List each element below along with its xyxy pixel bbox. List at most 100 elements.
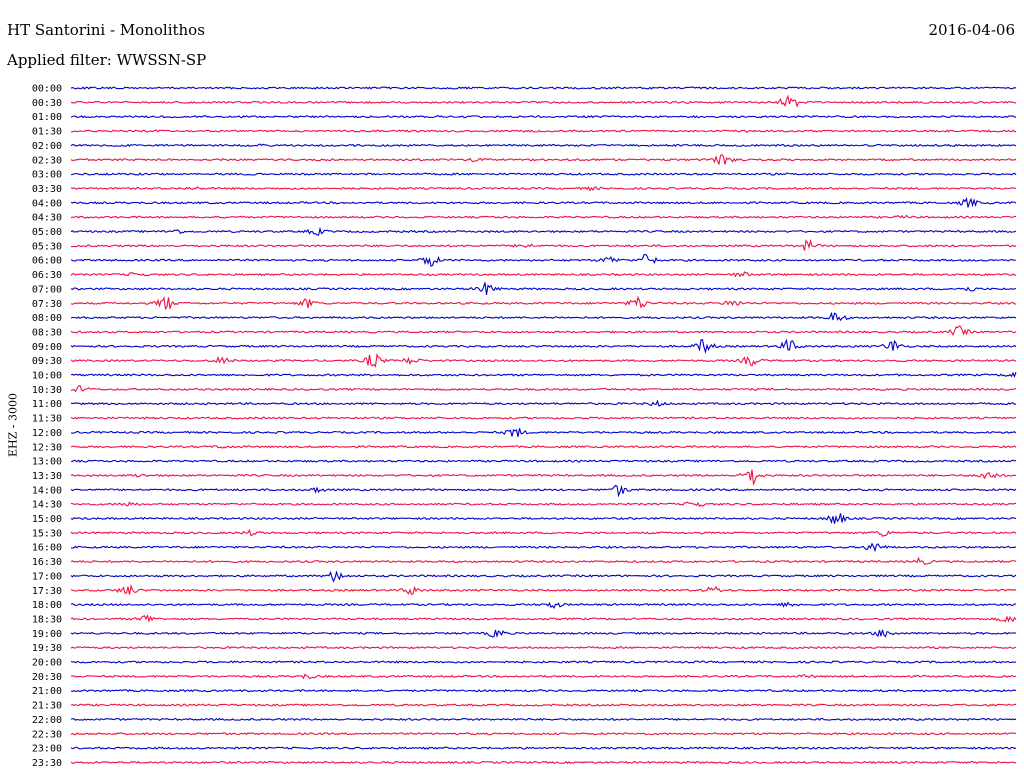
trace-line [70, 760, 1017, 765]
time-label: 00:30 [32, 98, 62, 109]
trace-line [70, 94, 1017, 108]
trace-line [70, 282, 1017, 295]
time-label: 21:30 [32, 701, 62, 712]
time-label: 20:30 [32, 672, 62, 683]
time-label: 18:30 [32, 614, 62, 625]
time-label: 03:00 [32, 170, 62, 181]
time-label: 09:30 [32, 356, 62, 367]
trace-line [70, 352, 1017, 368]
trace-line [70, 115, 1017, 119]
trace-line [70, 501, 1017, 507]
time-label: 15:30 [32, 528, 62, 539]
time-label: 01:00 [32, 112, 62, 123]
time-label: 16:30 [32, 557, 62, 568]
time-label: 14:30 [32, 500, 62, 511]
time-label: 16:00 [32, 543, 62, 554]
time-label: 07:30 [32, 299, 62, 310]
trace-line [70, 703, 1017, 707]
trace-line [70, 528, 1017, 538]
time-label: 05:00 [32, 227, 62, 238]
trace-line [70, 311, 1017, 322]
time-label: 20:00 [32, 658, 62, 669]
time-label: 12:30 [32, 442, 62, 453]
trace-line [70, 584, 1017, 595]
time-label: 10:00 [32, 371, 62, 382]
time-label: 05:30 [32, 241, 62, 252]
time-label: 11:00 [32, 399, 62, 410]
time-label: 08:30 [32, 327, 62, 338]
time-label: 14:00 [32, 485, 62, 496]
trace-line [70, 214, 1017, 219]
trace-line [70, 445, 1017, 449]
trace-line [70, 746, 1017, 750]
time-label: 03:30 [32, 184, 62, 195]
trace-line [70, 226, 1017, 236]
time-label: 08:00 [32, 313, 62, 324]
trace-line [70, 570, 1017, 583]
filter-label: Applied filter: WWSSN-SP [7, 51, 207, 69]
trace-line [70, 154, 1017, 166]
time-label: 22:30 [32, 729, 62, 740]
time-label: 09:00 [32, 342, 62, 353]
trace-line [70, 629, 1017, 639]
time-label: 17:00 [32, 571, 62, 582]
trace-line [70, 416, 1017, 420]
time-label: 12:00 [32, 428, 62, 439]
trace-line [70, 295, 1017, 311]
trace-line [70, 185, 1017, 192]
trace-line [70, 338, 1017, 355]
trace-line [70, 601, 1017, 610]
time-label: 22:00 [32, 715, 62, 726]
time-label: 15:00 [32, 514, 62, 525]
time-label: 07:00 [32, 284, 62, 295]
trace-line [70, 459, 1017, 463]
time-label: 04:30 [32, 213, 62, 224]
trace-line [70, 689, 1017, 693]
time-label: 23:00 [32, 744, 62, 755]
trace-line [70, 717, 1017, 722]
trace-line [70, 196, 1017, 208]
trace-line [70, 646, 1017, 650]
trace-line [70, 660, 1017, 664]
time-label: 02:30 [32, 155, 62, 166]
time-label: 19:30 [32, 643, 62, 654]
trace-line [70, 253, 1017, 267]
trace-line [70, 271, 1017, 278]
time-label: 13:30 [32, 471, 62, 482]
trace-line [70, 143, 1017, 148]
trace-line [70, 238, 1017, 251]
time-label: 19:00 [32, 629, 62, 640]
trace-line [70, 484, 1017, 498]
time-label: 01:30 [32, 127, 62, 138]
time-label: 02:00 [32, 141, 62, 152]
time-label: 04:00 [32, 198, 62, 209]
trace-line [70, 513, 1017, 525]
trace-line [70, 542, 1017, 553]
trace-line [70, 428, 1017, 437]
trace-line [70, 556, 1017, 566]
time-label: 11:30 [32, 414, 62, 425]
trace-line [70, 613, 1017, 623]
trace-line [70, 86, 1017, 90]
trace-line [70, 469, 1017, 487]
trace-line [70, 732, 1017, 736]
trace-line [70, 399, 1017, 407]
time-label: 06:30 [32, 270, 62, 281]
time-label: 23:30 [32, 758, 62, 769]
trace-line [70, 385, 1017, 393]
time-label: 17:30 [32, 586, 62, 597]
time-label: 10:30 [32, 385, 62, 396]
date-label: 2016-04-06 [928, 21, 1015, 39]
trace-line [70, 172, 1017, 176]
trace-line [70, 325, 1017, 336]
time-label: 06:00 [32, 256, 62, 267]
trace-line [70, 371, 1017, 378]
time-label: 21:00 [32, 686, 62, 697]
trace-line [70, 129, 1017, 133]
time-label: 18:00 [32, 600, 62, 611]
time-label: 00:00 [32, 84, 62, 95]
trace-line [70, 673, 1017, 680]
time-label: 13:00 [32, 457, 62, 468]
station-title: HT Santorini - Monolithos [7, 21, 205, 39]
